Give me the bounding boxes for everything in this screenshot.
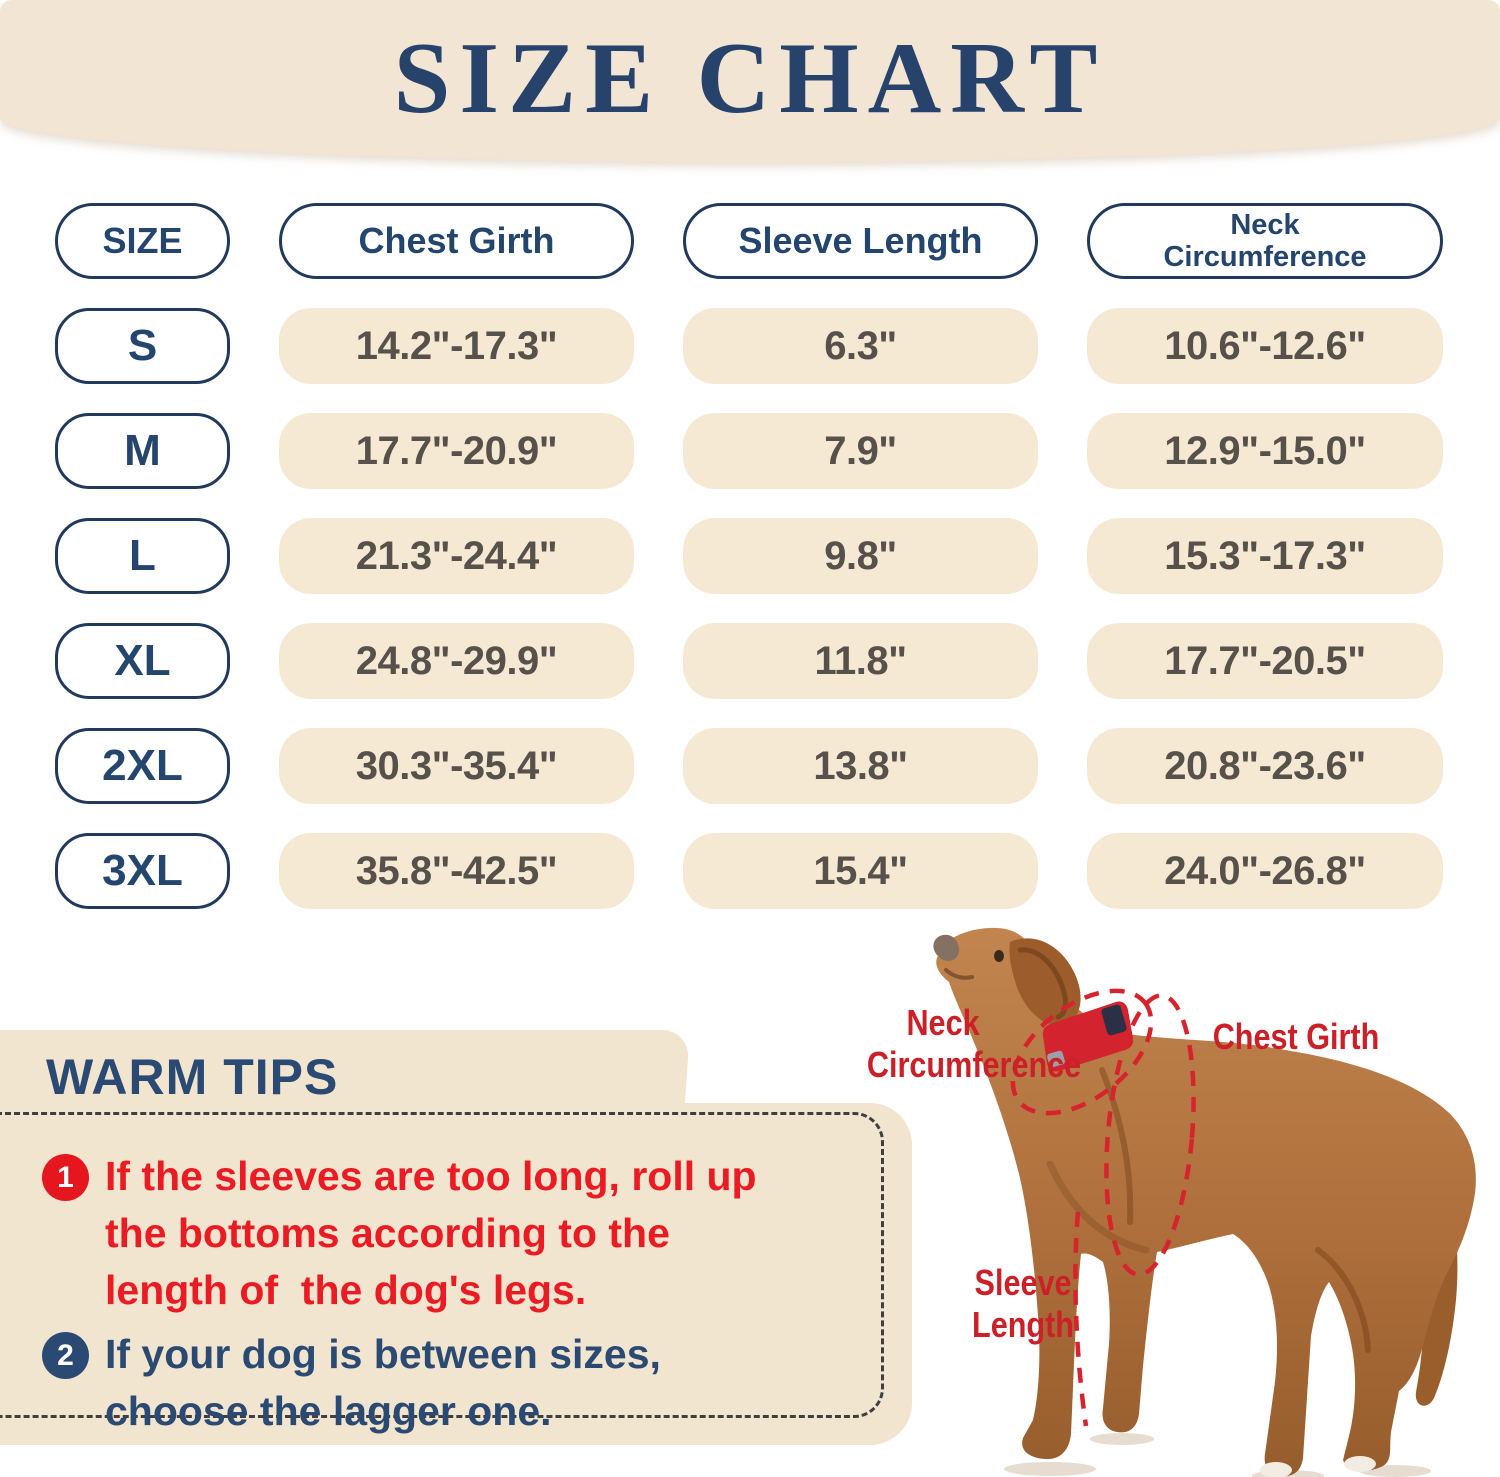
chest-cell: 35.8"-42.5" [279,833,634,909]
dog-ear-shadow [1017,947,1068,1020]
dog-eye [994,950,1004,962]
header-pill-neck: Neck Circumference [1087,203,1443,279]
sleeve-cell: 6.3" [683,308,1038,384]
size-table: SIZE Chest Girth Sleeve Length Neck Circ… [0,203,1500,909]
tip-line: the bottoms according to the [105,1210,670,1256]
size-pill: S [55,308,230,384]
size-pill: M [55,413,230,489]
size-chart-banner: SIZE CHART [0,0,1500,162]
dog-shading [1315,1247,1371,1353]
collar-ring [1047,1050,1065,1068]
chest-cell: 30.3"-35.4" [279,728,634,804]
tip-1-number: 1 [57,1160,74,1194]
dog-ear [1009,938,1081,1026]
size-pill: L [55,518,230,594]
warm-tips-dashed-border [0,1112,884,1418]
tip-line: length of the dog's legs. [105,1267,587,1313]
tip-1-text: If the sleeves are too long, roll up the… [105,1148,757,1319]
warm-tips-heading: WARM TIPS [46,1049,339,1105]
warm-tips-panel [0,1103,912,1445]
neck-cell: 24.0"-26.8" [1087,833,1443,909]
chest-cell: 21.3"-24.4" [279,518,634,594]
tip-item-1: 1 If the sleeves are too long, roll up t… [42,1148,757,1319]
header-pill-sleeve: Sleeve Length [683,203,1038,279]
sleeve-cell: 11.8" [683,623,1038,699]
tip-line: If your dog is between sizes, [105,1331,661,1377]
neck-cell: 10.6"-12.6" [1087,308,1443,384]
header-pill-size: SIZE [55,203,230,279]
chest-cell: 17.7"-20.9" [279,413,634,489]
collar-buckle [1101,1004,1127,1036]
neck-cell: 12.9"-15.0" [1087,413,1443,489]
size-pill: 3XL [55,833,230,909]
dog-mouth [944,968,974,980]
header-pill-chest: Chest Girth [279,203,634,279]
tip-2-number: 2 [57,1338,74,1372]
header-neck-line1: Neck [1230,209,1300,241]
dog-shading [1099,1067,1134,1225]
tip-line: choose the lagger one. [105,1388,552,1434]
neck-label: Neck Circumference [848,1002,1081,1086]
chest-cell: 14.2"-17.3" [279,308,634,384]
tip-2-text: If your dog is between sizes, choose the… [105,1326,661,1440]
dog-toes [1260,1462,1292,1477]
page-title: SIZE CHART [393,22,1107,135]
sleeve-dashed-line [1073,1211,1089,1427]
size-pill: XL [55,623,230,699]
dog-toes [1344,1456,1376,1472]
dog-figure [933,927,1476,1477]
neck-dashed-loop [1010,988,1154,1116]
sleeve-label-line2: Length [971,1304,1074,1345]
chest-label: Chest Girth [1212,1016,1380,1057]
sleeve-cell: 7.9" [683,413,1038,489]
neck-cell: 20.8"-23.6" [1087,728,1443,804]
sleeve-cell: 13.8" [683,728,1038,804]
chest-cell: 24.8"-29.9" [279,623,634,699]
tip-item-2: 2 If your dog is between sizes, choose t… [42,1326,661,1440]
neck-cell: 17.7"-20.5" [1087,623,1443,699]
paw-shadow [1004,1462,1096,1476]
paw-shadow [1090,1433,1154,1445]
sleeve-label-line1: Sleeve [974,1262,1072,1303]
dog-nose [933,934,959,961]
tip-line: If the sleeves are too long, roll up [105,1153,757,1199]
neck-cell: 15.3"-17.3" [1087,518,1443,594]
dog-shading [1046,1160,1150,1254]
size-pill: 2XL [55,728,230,804]
neck-label-line1: Neck [906,1002,980,1043]
sleeve-cell: 9.8" [683,518,1038,594]
tip-1-badge: 1 [42,1154,89,1201]
sleeve-cell: 15.4" [683,833,1038,909]
sleeve-label: Sleeve Length [948,1262,1098,1346]
header-neck-line2: Circumference [1163,241,1367,273]
tip-2-badge: 2 [42,1332,89,1379]
neck-label-line2: Circumference [866,1044,1082,1085]
